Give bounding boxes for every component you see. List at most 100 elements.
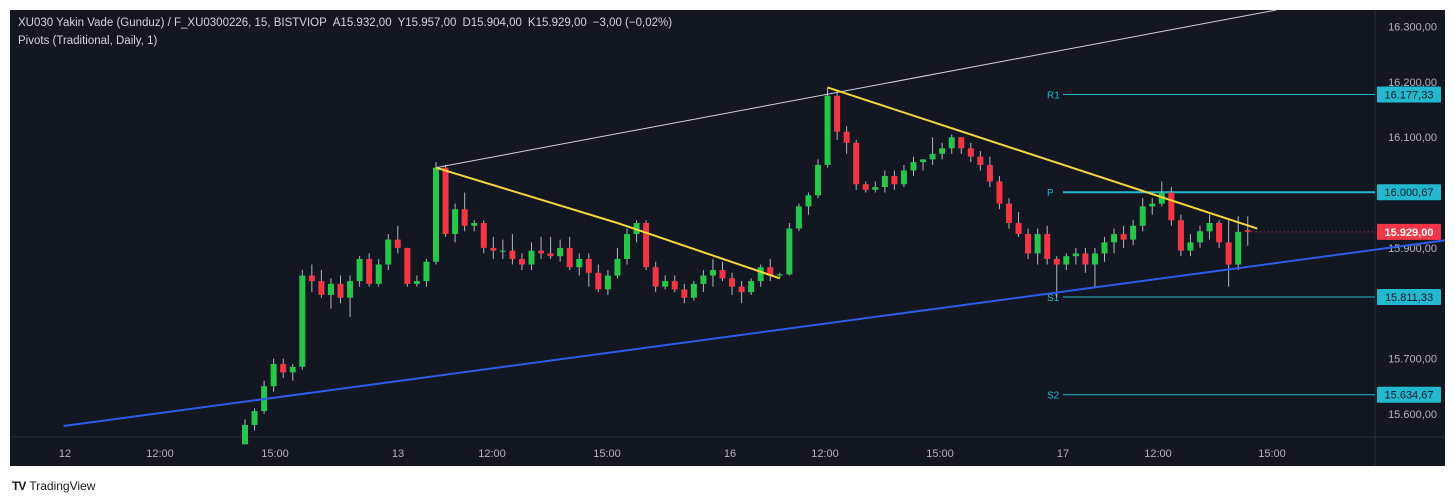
candle-body <box>910 162 917 171</box>
x-tick-label: 15:00 <box>593 448 621 460</box>
candle-body <box>461 209 468 226</box>
candle-body <box>1101 242 1108 254</box>
candle-body <box>442 167 449 235</box>
x-tick-label: 12:00 <box>1144 448 1172 460</box>
candle-body <box>337 283 344 298</box>
candle-body <box>433 167 439 262</box>
candle-body <box>366 258 373 284</box>
y-tick-label: 16.300,00 <box>1388 22 1437 34</box>
candle-body <box>585 258 592 273</box>
candle-body <box>528 250 535 265</box>
candle-body <box>719 270 726 279</box>
candle-body <box>566 247 573 268</box>
candle-body <box>308 275 315 282</box>
candle-body <box>729 278 736 287</box>
candle-body <box>1006 203 1012 223</box>
candle-body <box>805 195 812 207</box>
indicator-label: Pivots (Traditional, Daily, 1) <box>18 35 158 47</box>
candle-body <box>834 95 841 132</box>
candle-body <box>748 281 755 293</box>
pivot-label-s1: S1 <box>1047 293 1060 304</box>
candle-body <box>757 267 764 282</box>
candle-body <box>1053 258 1060 265</box>
trendline-yellow <box>435 166 618 224</box>
candle-body <box>795 206 802 229</box>
indicator-legend: Pivots (Traditional, Daily, 1) <box>18 35 163 47</box>
candlestick-chart[interactable]: 16.300,0016.200,0016.100,0015.900,0015.7… <box>10 10 1445 466</box>
candle-body <box>327 283 334 295</box>
candle-body <box>614 258 621 276</box>
candle-body <box>1044 234 1051 259</box>
candle-body <box>738 286 745 293</box>
candle-body <box>1206 223 1213 232</box>
x-tick-label: 15:00 <box>926 448 954 460</box>
trendline-white <box>435 10 1277 169</box>
candle-body <box>967 148 974 157</box>
candle-body <box>385 239 392 265</box>
candle-body <box>690 283 697 298</box>
chart-panel[interactable]: 16.300,00 16.200,00 16.100,00 15.900,00 15.7… <box>10 10 1445 466</box>
candle-body <box>824 95 831 165</box>
candle-body <box>1025 234 1032 254</box>
pivot-price-label-r1: 16.177,33 <box>1385 89 1434 101</box>
candle-body <box>1034 234 1041 254</box>
last-price-tag <box>1377 223 1441 240</box>
symbol-label: XU030 Yakin Vade (Gunduz) / F_XU0300226,… <box>18 17 327 29</box>
brand-label: TradingView <box>29 479 96 493</box>
candle-body <box>289 366 296 373</box>
candle-body <box>1130 225 1137 240</box>
candle-body <box>1091 253 1098 265</box>
candle-body <box>499 250 506 252</box>
candle-body <box>786 228 793 275</box>
x-tick-label: 12:00 <box>478 448 506 460</box>
candle-body <box>662 281 669 287</box>
candle-body <box>881 175 888 188</box>
candle-body <box>996 181 1003 204</box>
candle-body <box>547 253 554 257</box>
candle-body <box>929 153 936 160</box>
candle-body <box>270 364 277 387</box>
trendline-yellow <box>827 86 1258 230</box>
candle-body <box>815 164 821 196</box>
candle-body <box>404 247 411 284</box>
candle-body <box>595 272 602 290</box>
candle-body <box>347 281 354 298</box>
candle-body <box>375 264 382 284</box>
candle-body <box>452 209 459 235</box>
candle-body <box>242 424 248 445</box>
candle-body <box>471 223 478 226</box>
candle-body <box>900 170 907 185</box>
candle-body <box>1177 220 1184 251</box>
candle-body <box>862 184 869 190</box>
candle-body <box>624 234 630 259</box>
candle-body <box>1244 230 1251 232</box>
candle-body <box>986 164 993 182</box>
candle-body <box>1139 206 1146 226</box>
candle-body <box>920 159 927 163</box>
trendline-yellow <box>617 222 781 280</box>
candle-body <box>977 156 984 165</box>
y-tick-label: 15.700,00 <box>1388 354 1437 366</box>
candle-body <box>948 137 955 149</box>
candle-body <box>538 250 545 254</box>
candle-body <box>1197 231 1203 243</box>
candle-body <box>1235 231 1242 265</box>
candle-body <box>423 261 430 282</box>
pivot-price-label-s1: 15.811,33 <box>1385 292 1433 304</box>
pivot-price-tag-r1 <box>1377 86 1441 103</box>
candle-body <box>709 270 716 276</box>
candle-body <box>671 281 678 290</box>
pivot-price-tag-p <box>1377 184 1441 201</box>
y-tick-label: 16.200,00 <box>1388 77 1437 89</box>
candle-body <box>1187 242 1194 251</box>
candle-body <box>509 250 516 259</box>
candle-body <box>490 247 497 251</box>
candle-body <box>356 258 363 282</box>
candle-body <box>891 175 898 185</box>
candle-body <box>872 187 879 190</box>
footer-brand: TV TradingView <box>12 478 95 494</box>
candle-body <box>1082 253 1089 265</box>
pivot-label-r1: R1 <box>1047 90 1060 101</box>
candle-body <box>251 411 258 425</box>
x-tick-label: 16 <box>724 448 736 460</box>
